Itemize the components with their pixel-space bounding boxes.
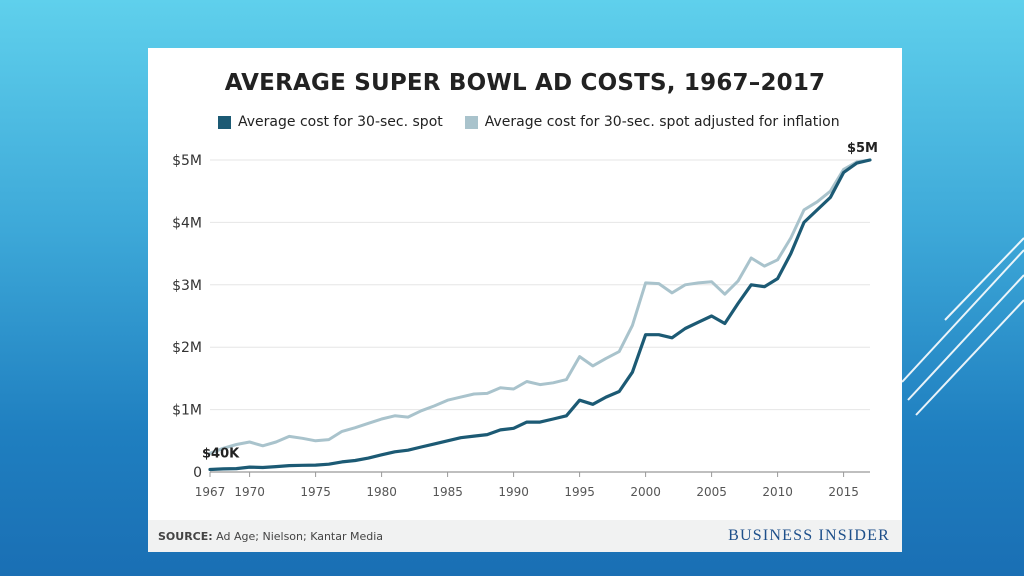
source-note: SOURCE: Ad Age; Nielson; Kantar Media	[158, 530, 383, 543]
y-tick-label: $1M	[172, 403, 202, 419]
chart-footer: SOURCE: Ad Age; Nielson; Kantar Media BU…	[148, 520, 902, 552]
legend-label-adjusted: Average cost for 30-sec. spot adjusted f…	[484, 114, 840, 130]
y-tick-label: $2M	[172, 340, 202, 356]
legend-item-adjusted: Average cost for 30-sec. spot adjusted f…	[464, 114, 840, 130]
x-tick-label: 1975	[300, 485, 331, 499]
legend-label-nominal: Average cost for 30-sec. spot	[238, 114, 443, 130]
chart-card: AVERAGE SUPER BOWL AD COSTS, 1967–2017 A…	[148, 48, 902, 552]
x-tick-label: 2015	[828, 485, 859, 499]
y-tick-label: $3M	[172, 278, 202, 294]
legend-swatch-adjusted	[464, 115, 478, 129]
x-tick-label: 1970	[234, 485, 265, 499]
y-tick-label: 0	[193, 465, 202, 481]
x-tick-label: 2000	[630, 485, 661, 499]
annotation-end-value: $5M	[847, 141, 878, 156]
y-tick-label: $5M	[172, 153, 202, 169]
x-tick-label: 1990	[498, 485, 529, 499]
x-tick-label: 2005	[696, 485, 727, 499]
x-tick-label: 1967	[195, 485, 226, 499]
x-tick-label: 2010	[762, 485, 793, 499]
business-insider-logo: BUSINESS INSIDER	[728, 527, 890, 544]
legend-item-nominal: Average cost for 30-sec. spot	[218, 114, 443, 130]
line-chart: 0 $1M $2M $3M $4M $5M 1967 1970 1975 1980 1985 1990…	[172, 141, 878, 499]
annotation-start-value: $40K	[202, 447, 240, 462]
series-line-adjusted	[208, 158, 872, 455]
x-tick-label: 1980	[366, 485, 397, 499]
x-tick-label: 1995	[564, 485, 595, 499]
source-text: Ad Age; Nielson; Kantar Media	[216, 530, 384, 543]
chart-title: AVERAGE SUPER BOWL AD COSTS, 1967–2017	[224, 70, 826, 96]
source-label: SOURCE:	[158, 530, 213, 543]
legend: Average cost for 30-sec. spot Average co…	[218, 114, 840, 130]
series-line-nominal	[208, 158, 872, 472]
y-tick-label: $4M	[172, 215, 202, 231]
legend-swatch-nominal	[218, 115, 231, 129]
x-tick-label: 1985	[432, 485, 463, 499]
